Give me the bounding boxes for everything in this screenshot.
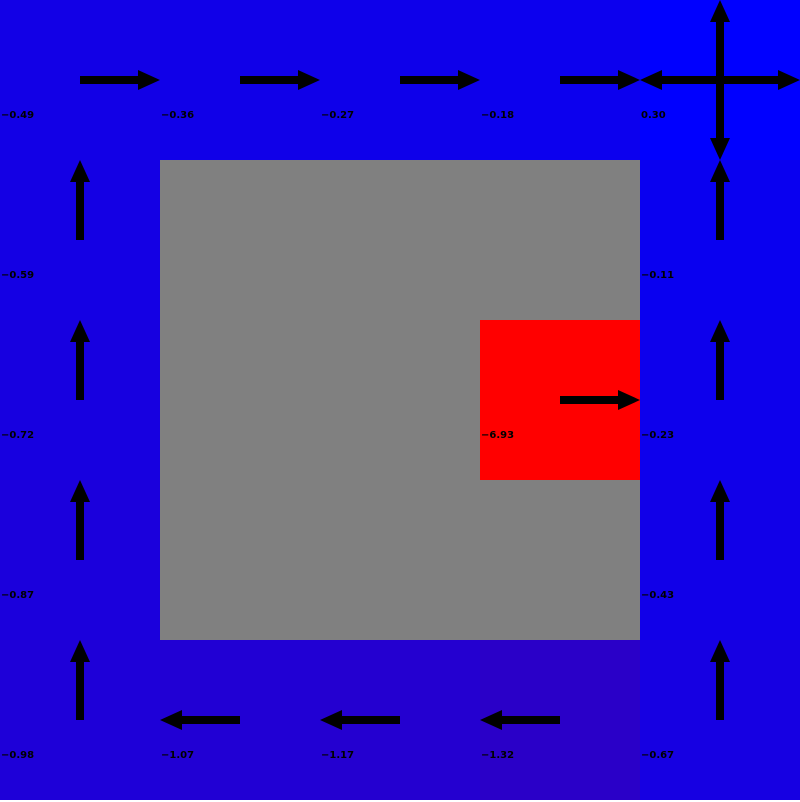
state-cell: −0.43 <box>640 480 800 640</box>
hazard-cell: −6.93 <box>480 320 640 480</box>
wall-cell <box>480 480 640 640</box>
policy-arrows <box>70 480 90 560</box>
state-cell: −0.72 <box>0 320 160 480</box>
state-cell: −0.87 <box>0 480 160 640</box>
policy-arrows <box>70 320 90 400</box>
state-cell: −0.98 <box>0 640 160 800</box>
state-value-label: −0.27 <box>321 110 355 121</box>
wall-cell <box>320 320 480 480</box>
policy-arrows <box>80 70 160 90</box>
state-value-label: −0.18 <box>481 110 515 121</box>
state-value-label: −0.59 <box>1 270 35 281</box>
state-value-label: −1.07 <box>161 750 195 761</box>
state-value-label: −0.36 <box>161 110 195 121</box>
arrow-right-icon <box>720 70 800 90</box>
goal-cell: 0.30 <box>640 0 800 160</box>
arrow-up-icon <box>710 640 730 720</box>
wall-cell <box>320 160 480 320</box>
wall-cell <box>160 320 320 480</box>
state-cell: −0.11 <box>640 160 800 320</box>
arrow-down-icon <box>710 80 730 160</box>
state-value-label: −0.23 <box>641 430 675 441</box>
arrow-right-icon <box>80 70 160 90</box>
policy-arrows <box>710 160 730 240</box>
state-value-label: −6.93 <box>481 430 515 441</box>
state-cell: −1.32 <box>480 640 640 800</box>
policy-arrows <box>70 640 90 720</box>
arrow-right-icon <box>560 70 640 90</box>
arrow-up-icon <box>710 0 730 80</box>
arrow-left-icon <box>480 710 560 730</box>
state-cell: −0.67 <box>640 640 800 800</box>
state-value-label: −0.11 <box>641 270 675 281</box>
arrow-up-icon <box>70 640 90 720</box>
state-cell: −1.07 <box>160 640 320 800</box>
arrow-right-icon <box>560 390 640 410</box>
arrow-right-icon <box>400 70 480 90</box>
wall-cell <box>160 480 320 640</box>
state-value-label: −0.87 <box>1 590 35 601</box>
policy-arrows <box>480 710 560 730</box>
arrow-left-icon <box>640 70 720 90</box>
wall-cell <box>160 160 320 320</box>
arrow-left-icon <box>320 710 400 730</box>
arrow-right-icon <box>240 70 320 90</box>
state-value-label: −0.98 <box>1 750 35 761</box>
state-value-label: −1.32 <box>481 750 515 761</box>
state-value-label: −0.72 <box>1 430 35 441</box>
policy-arrows <box>640 0 800 160</box>
policy-arrows <box>710 320 730 400</box>
policy-arrows <box>70 160 90 240</box>
state-cell: −0.23 <box>640 320 800 480</box>
state-cell: −0.59 <box>0 160 160 320</box>
state-value-label: −0.67 <box>641 750 675 761</box>
arrow-left-icon <box>160 710 240 730</box>
state-cell: −1.17 <box>320 640 480 800</box>
state-value-label: −1.17 <box>321 750 355 761</box>
state-cell: −0.49 <box>0 0 160 160</box>
policy-arrows <box>710 640 730 720</box>
state-cell: −0.18 <box>480 0 640 160</box>
policy-arrows <box>160 710 240 730</box>
arrow-up-icon <box>710 480 730 560</box>
arrow-up-icon <box>70 480 90 560</box>
wall-cell <box>320 480 480 640</box>
state-value-label: −0.43 <box>641 590 675 601</box>
arrow-up-icon <box>70 320 90 400</box>
state-cell: −0.27 <box>320 0 480 160</box>
policy-arrows <box>320 710 400 730</box>
policy-arrows <box>710 480 730 560</box>
state-value-label: 0.30 <box>641 110 666 121</box>
policy-arrows <box>560 390 640 410</box>
arrow-up-icon <box>710 320 730 400</box>
arrow-up-icon <box>70 160 90 240</box>
wall-cell <box>480 160 640 320</box>
state-cell: −0.36 <box>160 0 320 160</box>
policy-arrows <box>240 70 320 90</box>
policy-arrows <box>560 70 640 90</box>
arrow-up-icon <box>710 160 730 240</box>
state-value-label: −0.49 <box>1 110 35 121</box>
policy-arrows <box>400 70 480 90</box>
